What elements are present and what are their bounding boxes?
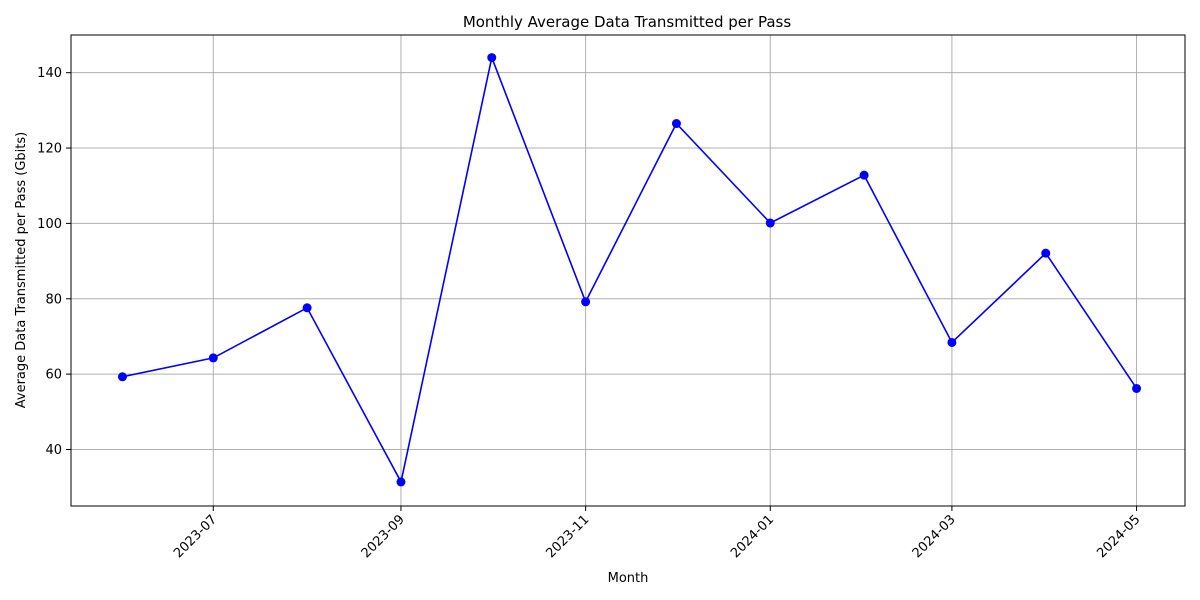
grid-layer (71, 35, 1185, 506)
data-point-3 (396, 477, 406, 487)
data-point-11 (1132, 383, 1142, 393)
x-tick-label-4: 2024-03 (910, 512, 959, 561)
y-tick-label-0: 40 (45, 443, 62, 458)
chart-title: Monthly Average Data Transmitted per Pas… (463, 13, 792, 31)
y-tick-label-3: 100 (37, 217, 62, 232)
y-ticks: 40 60 80 100 120 140 (37, 66, 71, 458)
data-point-0 (117, 372, 127, 382)
series-line-0 (122, 54, 1138, 485)
x-tick-label-2: 2023-11 (543, 512, 592, 561)
data-point-6 (671, 119, 681, 129)
x-ticks: 2023-07 2023-09 2023-11 2024-01 2024-03 2024-… (171, 506, 1143, 561)
y-tick-label-4: 120 (37, 142, 62, 157)
y-tick-label-5: 140 (37, 66, 62, 81)
y-axis-label: Average Data Transmitted per Pass (Gbits… (14, 132, 29, 408)
data-point-5 (581, 297, 591, 307)
data-point-4 (487, 53, 497, 63)
data-point-10 (1041, 248, 1051, 258)
x-tick-label-1: 2023-09 (359, 512, 408, 561)
data-point-1 (208, 353, 218, 363)
data-point-2 (302, 303, 312, 313)
series-layer (117, 53, 1142, 487)
data-point-8 (859, 170, 869, 180)
y-tick-label-1: 60 (45, 368, 62, 383)
data-point-9 (947, 337, 957, 347)
plot-frame (70, 34, 1186, 507)
y-tick-label-2: 80 (45, 292, 62, 307)
x-tick-label-3: 2024-01 (728, 512, 777, 561)
x-tick-label-0: 2023-07 (171, 512, 220, 561)
x-tick-label-5: 2024-05 (1094, 512, 1143, 561)
data-point-7 (765, 218, 775, 228)
x-axis-label: Month (608, 571, 649, 586)
